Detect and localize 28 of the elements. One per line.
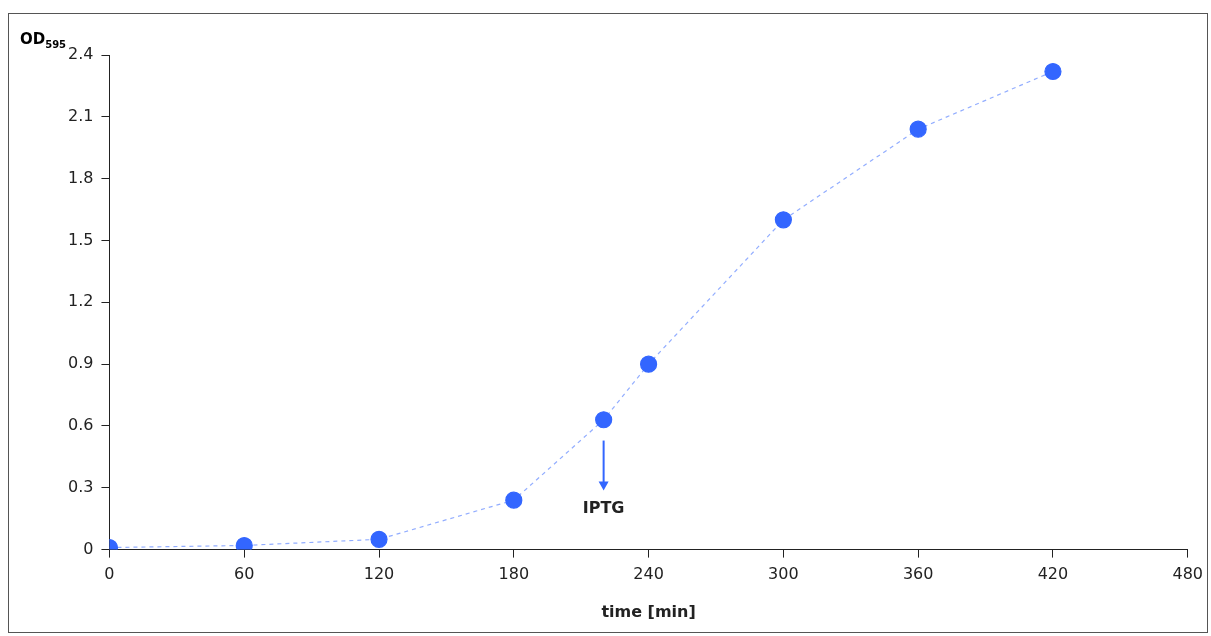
y-tick-label: 0.3 <box>67 476 94 496</box>
x-tick-label: 0 <box>104 564 115 584</box>
x-tick-label: 480 <box>1172 564 1203 584</box>
x-tick-label: 360 <box>902 564 934 584</box>
y-tick-label: 1.2 <box>67 291 94 311</box>
y-axis-title: OD$_{595}$ <box>20 30 67 50</box>
point <box>370 530 388 548</box>
annotation: IPTG <box>582 497 625 517</box>
x-tick-label: 120 <box>363 564 395 584</box>
x-tick-label: 180 <box>498 564 530 584</box>
point <box>1044 62 1062 81</box>
x-tick-label: 240 <box>633 564 664 584</box>
point <box>774 211 792 229</box>
y-tick-label: 2.4 <box>67 44 94 64</box>
y-tick-label: 0.6 <box>67 415 94 435</box>
y-tick-label: 2.1 <box>67 105 94 125</box>
y-tick-label: 0.9 <box>67 353 94 373</box>
x-tick-label: 300 <box>768 564 799 584</box>
point <box>909 120 927 138</box>
y-tick-label: 1.5 <box>67 229 94 249</box>
point <box>639 355 658 373</box>
point <box>595 411 613 429</box>
y-tick-label: 0 <box>83 538 94 558</box>
x-tick-label: 420 <box>1037 564 1069 584</box>
x-tick-label: 60 <box>234 564 255 584</box>
y-tick-label: 1.8 <box>67 167 94 187</box>
point <box>505 491 523 509</box>
x-axis-title: time [min] <box>601 601 696 621</box>
